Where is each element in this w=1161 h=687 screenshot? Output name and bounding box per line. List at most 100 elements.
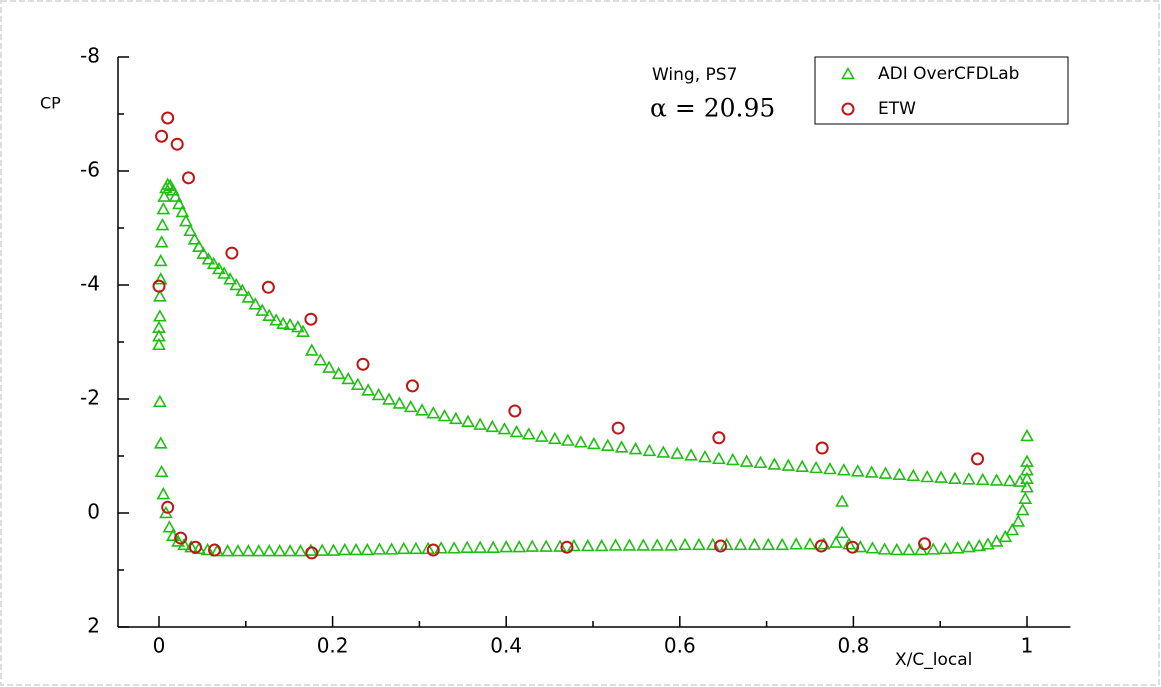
triangle-marker: [172, 196, 186, 210]
circle-marker: [712, 431, 726, 445]
triangle-marker: [889, 542, 904, 556]
triangle-marker: [836, 463, 851, 476]
triangle-marker: [534, 429, 549, 442]
triangle-marker: [767, 457, 782, 470]
triangle-marker: [361, 383, 376, 396]
triangle-marker: [486, 540, 501, 553]
y-axis-label: CP: [40, 94, 61, 113]
triangle-marker: [473, 417, 488, 430]
triangle-marker: [842, 537, 856, 550]
triangle-marker: [926, 542, 941, 555]
triangle-marker: [938, 541, 953, 555]
triangle-marker: [499, 540, 514, 553]
triangle-marker: [157, 189, 172, 202]
triangle-marker: [650, 538, 665, 551]
legend-label: ADI OverCFDLab: [878, 64, 1019, 84]
annotation: α = 20.95: [650, 94, 775, 123]
y-tick-label: 2: [87, 614, 100, 638]
triangle-marker: [725, 452, 740, 466]
legend-label: ETW: [878, 99, 916, 119]
triangle-marker: [664, 538, 678, 551]
triangle-marker: [877, 542, 892, 555]
triangle-marker: [179, 214, 193, 227]
triangle-marker: [293, 544, 308, 557]
triangle-marker: [196, 246, 211, 259]
triangle-marker: [950, 541, 965, 554]
triangle-marker: [201, 252, 216, 265]
triangle-marker: [512, 540, 527, 553]
triangle-marker: [803, 537, 817, 550]
triangle-marker: [392, 396, 407, 409]
triangle-marker: [781, 458, 796, 471]
circle-marker: [815, 441, 829, 455]
triangle-marker: [409, 541, 423, 555]
triangle-marker: [1020, 454, 1034, 467]
triangle-marker: [989, 473, 1004, 486]
circle-marker: [508, 404, 522, 418]
triangle-marker: [372, 542, 387, 555]
triangle-marker: [248, 297, 263, 310]
triangle-marker: [460, 540, 474, 553]
triangle-marker: [152, 320, 166, 333]
triangle-marker: [187, 232, 202, 245]
triangle-marker: [1002, 473, 1017, 487]
triangle-marker: [1015, 503, 1030, 516]
y-tick-label: -2: [80, 386, 100, 410]
y-tick-label: 0: [87, 500, 100, 524]
triangle-marker: [360, 542, 375, 556]
triangle-marker: [269, 313, 284, 326]
circle-marker: [152, 279, 166, 293]
triangle-marker: [426, 406, 441, 419]
triangle-marker: [865, 541, 880, 554]
triangle-marker: [262, 544, 277, 557]
triangle-marker: [775, 537, 790, 551]
triangle-marker: [183, 223, 198, 237]
triangle-marker: [878, 466, 893, 479]
triangle-marker: [692, 537, 706, 551]
triangle-marker: [350, 377, 365, 390]
triangle-marker: [156, 487, 171, 500]
triangle-marker: [560, 433, 575, 446]
circle-marker: [161, 500, 175, 514]
triangle-marker: [1020, 428, 1034, 442]
y-tick-label: -4: [80, 272, 100, 296]
triangle-marker: [509, 424, 524, 438]
triangle-marker: [719, 537, 734, 551]
circle-marker: [174, 531, 188, 545]
triangle-marker: [998, 529, 1013, 543]
triangle-marker: [622, 538, 637, 551]
triangle-marker: [241, 290, 256, 303]
triangle-marker: [403, 399, 418, 413]
triangle-marker: [539, 539, 553, 552]
circle-marker: [814, 539, 828, 553]
triangle-marker: [206, 256, 221, 270]
triangle-marker: [283, 544, 297, 557]
triangle-marker: [547, 431, 562, 445]
triangle-marker: [153, 309, 167, 322]
triangle-marker: [712, 451, 726, 465]
triangle-marker: [698, 449, 712, 463]
triangle-marker: [892, 467, 907, 481]
triangle-marker: [396, 541, 411, 555]
triangle-marker: [315, 543, 330, 556]
triangle-marker: [349, 542, 363, 556]
triangle-marker: [961, 472, 976, 485]
triangle-marker: [337, 542, 352, 556]
triangle-marker: [415, 403, 429, 416]
triangle-marker: [152, 329, 166, 342]
triangle-marker: [972, 538, 987, 552]
x-tick-label: 0.6: [664, 634, 696, 658]
triangle-marker: [220, 544, 235, 557]
circle-marker: [611, 421, 625, 435]
legend-box: [814, 56, 1069, 125]
triangle-marker: [153, 289, 167, 302]
triangle-marker: [1020, 463, 1034, 476]
triangle-marker: [461, 414, 475, 428]
triangle-marker: [322, 360, 336, 373]
triangle-marker: [594, 538, 609, 552]
triangle-marker: [255, 303, 270, 316]
triangle-marker: [217, 266, 231, 279]
triangle-marker: [684, 448, 698, 461]
triangle-marker: [447, 541, 461, 554]
triangle-marker: [156, 202, 171, 215]
